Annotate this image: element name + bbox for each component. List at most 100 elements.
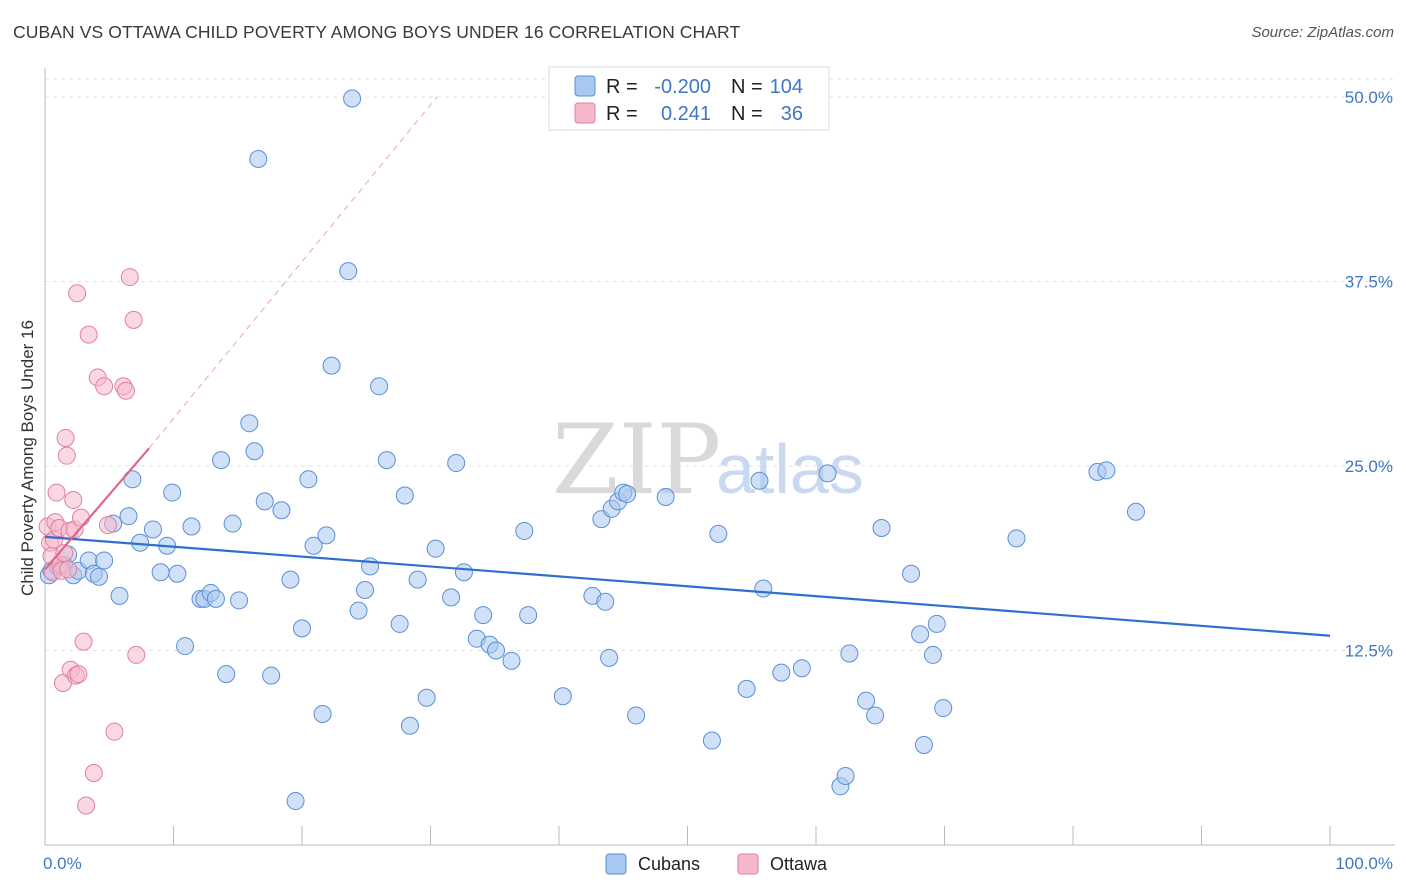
ottawa-point (105, 722, 124, 741)
grid-lines (45, 78, 1395, 651)
y-axis-label: Child Poverty Among Boys Under 16 (18, 320, 37, 596)
ottawa-point (69, 665, 88, 684)
legend: R = -0.200 N = 104 R = 0.241 N = 36 (548, 66, 830, 131)
cubans-point (442, 588, 461, 607)
cubans-point (217, 665, 236, 684)
y-tick-label-1: 25.0% (1345, 457, 1393, 476)
cubans-point (249, 149, 268, 168)
cubans-point (212, 451, 231, 470)
cubans-point (600, 648, 619, 667)
y-tick-label-2: 37.5% (1345, 273, 1393, 292)
cubans-point (230, 591, 249, 610)
bottom-legend-swatch-cubans (605, 853, 627, 875)
cubans-point (772, 663, 791, 682)
cubans-trend-line (44, 535, 1331, 637)
cubans-point (914, 735, 933, 754)
cubans-point (343, 89, 362, 108)
bottom-legend-swatch-ottawa (737, 853, 759, 875)
cubans-point (754, 579, 773, 598)
bottom-legend: Cubans Ottawa (605, 853, 828, 875)
y-tick-label-0: 12.5% (1345, 642, 1393, 661)
cubans-point (143, 520, 162, 539)
ottawa-point (74, 632, 93, 651)
cubans-point (1126, 502, 1145, 521)
cubans-point (322, 356, 341, 375)
cubans-point (656, 487, 675, 506)
cubans-point (818, 464, 837, 483)
cubans-point (281, 570, 300, 589)
cubans-point (395, 486, 414, 505)
cubans-point (866, 706, 885, 725)
ottawa-trend-line (44, 447, 150, 571)
chart-title: CUBAN VS OTTAWA CHILD POVERTY AMONG BOYS… (13, 22, 741, 42)
cubans-point (304, 536, 323, 555)
cubans-point (474, 606, 493, 625)
cubans-point (737, 679, 756, 698)
ottawa-point (56, 428, 75, 447)
cubans-point (293, 619, 311, 638)
source-label: Source: ZipAtlas.com (1251, 24, 1394, 41)
legend-r-label-1: R = (606, 76, 638, 98)
cubans-point (377, 451, 396, 470)
cubans-point (223, 514, 242, 533)
ottawa-point (57, 446, 76, 465)
cubans-point (89, 567, 108, 586)
cubans-point (339, 262, 358, 281)
cubans-point (872, 518, 891, 537)
cubans-point (836, 766, 855, 785)
cubans-point (750, 471, 769, 490)
axes (44, 68, 1395, 846)
ottawa-point (71, 508, 90, 527)
legend-n-label-2: N = (731, 103, 763, 125)
ottawa-point (124, 310, 143, 329)
cubans-point (240, 414, 259, 433)
trend-lines (148, 96, 438, 449)
legend-r-label-2: R = (606, 103, 638, 125)
cubans-point (206, 589, 225, 608)
x-tick-label-0: 0.0% (43, 854, 82, 873)
y-tick-labels: 12.5% 25.0% 37.5% 50.0% (1345, 88, 1393, 661)
cubans-point (553, 687, 572, 706)
cubans-point (176, 637, 195, 656)
cubans-point (163, 483, 182, 502)
ottawa-point (127, 645, 146, 664)
cubans-point (349, 601, 368, 620)
cubans-point (313, 704, 332, 723)
cubans-point (709, 524, 728, 543)
cubans-point (168, 564, 187, 583)
ottawa-point (79, 325, 98, 344)
cubans-point (923, 645, 942, 664)
x-tick-label-1: 100.0% (1335, 854, 1393, 873)
ottawa-point (64, 490, 83, 509)
cubans-point (911, 625, 930, 644)
cubans-point (417, 688, 436, 707)
cubans-point (286, 792, 305, 811)
cubans-point (317, 526, 336, 545)
cubans-point (151, 563, 170, 582)
cubans-point (408, 570, 427, 589)
cubans-point (400, 716, 419, 735)
cubans-point (792, 659, 811, 678)
cubans-point (1097, 461, 1116, 480)
ottawa-point (68, 284, 87, 303)
bottom-legend-label-cubans: Cubans (638, 854, 700, 874)
cubans-point (272, 501, 291, 520)
cubans-point (840, 644, 859, 663)
legend-box (548, 66, 830, 131)
ottawa-point (47, 483, 66, 502)
legend-n-value-2: 36 (781, 103, 803, 125)
legend-n-value-1: 104 (770, 76, 803, 98)
cubans-point (110, 586, 129, 605)
ottawa-point (84, 764, 103, 783)
cubans-point (934, 699, 953, 718)
series-ottawa-points (38, 268, 146, 815)
watermark-zip: ZIP (552, 404, 721, 516)
ottawa-point (98, 516, 117, 535)
cubans-point (390, 614, 409, 633)
ottawa-trend-extension (148, 96, 438, 449)
cubans-point (618, 485, 637, 504)
cubans-point (370, 377, 389, 396)
cubans-point (502, 651, 521, 670)
watermark-atlas: atlas (716, 430, 864, 508)
